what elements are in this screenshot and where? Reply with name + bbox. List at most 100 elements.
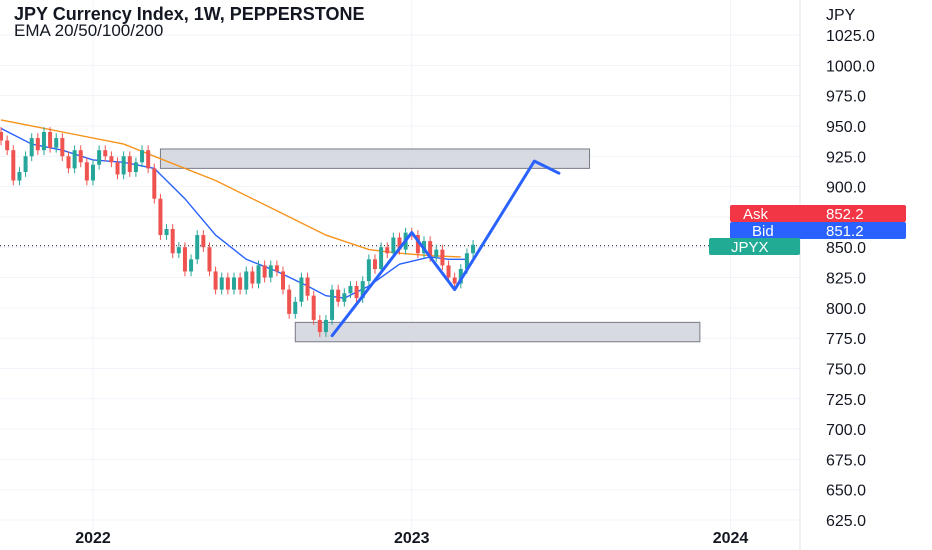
candle-body [360,281,365,299]
bid-badge: Bid 851.2 [730,222,906,240]
indicator-legend: EMA 20/50/100/200 [14,21,164,40]
candle-body [11,150,16,181]
candle-body [189,259,194,272]
candle-body [48,132,53,148]
supply-demand-zone [159,148,591,169]
candle-body [140,150,145,163]
ask-value: 852.2 [826,206,864,223]
price-tick-label: 850.0 [826,240,866,257]
candle-body [182,247,187,272]
candle-body [60,138,65,157]
price-tick-label: 750.0 [826,361,866,378]
bid-badge-bg [730,222,906,239]
candle-body [366,259,371,282]
candle-body [434,249,439,257]
projection-arrow [330,159,561,338]
candle-body [54,138,59,148]
time-axis-ticks: 2022 2023 2024 [75,530,748,547]
candle-body [391,237,396,254]
symbol-badge: JPYX [709,238,800,256]
ask-label: Ask [743,206,769,223]
candle-body [305,277,310,296]
candle-body [281,271,286,290]
currency-axis-label: JPY [826,7,856,24]
candle-body [164,229,169,236]
candle-body [0,132,4,141]
candle-body [336,289,341,302]
candle-body [372,259,377,270]
ema-fast-line [0,127,467,299]
candle-body [5,140,10,151]
candle-body [342,293,347,302]
symbol-badge-bg [709,238,800,255]
candle-body [72,150,77,169]
candle-body [274,265,279,272]
candle-body [219,277,224,290]
candle-body [238,277,243,290]
candle-body [385,247,390,254]
ema-layer [0,119,467,299]
ema-slow-line [0,119,461,258]
candle-body [458,269,463,284]
candle-body [354,285,359,299]
candle-body [330,289,335,320]
price-tick-label: 650.0 [826,483,866,500]
bid-label: Bid [752,223,774,240]
time-tick-label: 2023 [394,530,430,547]
candle-layer [0,127,476,337]
price-tick-label: 900.0 [826,180,866,197]
candle-body [35,138,40,151]
price-tick-label: 975.0 [826,89,866,106]
candle-body [244,271,249,290]
bid-value: 851.2 [826,223,864,240]
candle-body [262,265,267,278]
candle-body [78,150,83,163]
chart-title: JPY Currency Index, 1W, PEPPERSTONE [14,4,365,24]
price-tick-label: 1025.0 [826,28,875,45]
candle-body [29,138,34,157]
candle-body [231,277,236,290]
candle-body [299,277,304,302]
candle-body [379,247,384,270]
candle-body [471,244,476,254]
candle-body [146,150,151,169]
candle-body [440,249,445,266]
candle-body [195,235,200,260]
zone-layer [159,148,701,343]
supply-demand-zone [294,321,701,343]
candle-body [415,235,420,254]
candle-body [452,277,457,284]
candle-body [268,265,273,278]
candle-body [41,132,46,151]
candle-body [256,265,261,284]
candle-body [97,150,102,165]
candle-body [348,285,353,294]
candle-body [66,156,71,169]
candle-body [109,156,114,163]
projection-layer [330,159,561,338]
symbol-label: JPYX [731,239,769,256]
grid-layer [0,0,800,530]
candle-body [446,265,451,278]
price-tick-label: 775.0 [826,331,866,348]
price-tick-label: 825.0 [826,271,866,288]
price-tick-label: 700.0 [826,422,866,439]
candle-body [225,277,230,290]
price-axis-ticks: 1025.01000.0975.0950.0925.0900.0875.0850… [826,28,875,530]
price-tick-label: 725.0 [826,392,866,409]
candle-body [23,156,28,173]
candle-body [127,156,132,173]
candle-body [207,247,212,272]
ask-badge-bg [730,205,906,222]
candle-body [103,150,108,157]
candle-body [152,168,157,199]
candle-body [84,162,89,181]
candle-body [91,164,95,181]
time-tick-label: 2022 [75,530,111,547]
candle-body [213,271,218,290]
price-tick-label: 925.0 [826,149,866,166]
price-tick-label: 950.0 [826,119,866,136]
price-tick-label: 675.0 [826,452,866,469]
candle-body [397,237,402,250]
